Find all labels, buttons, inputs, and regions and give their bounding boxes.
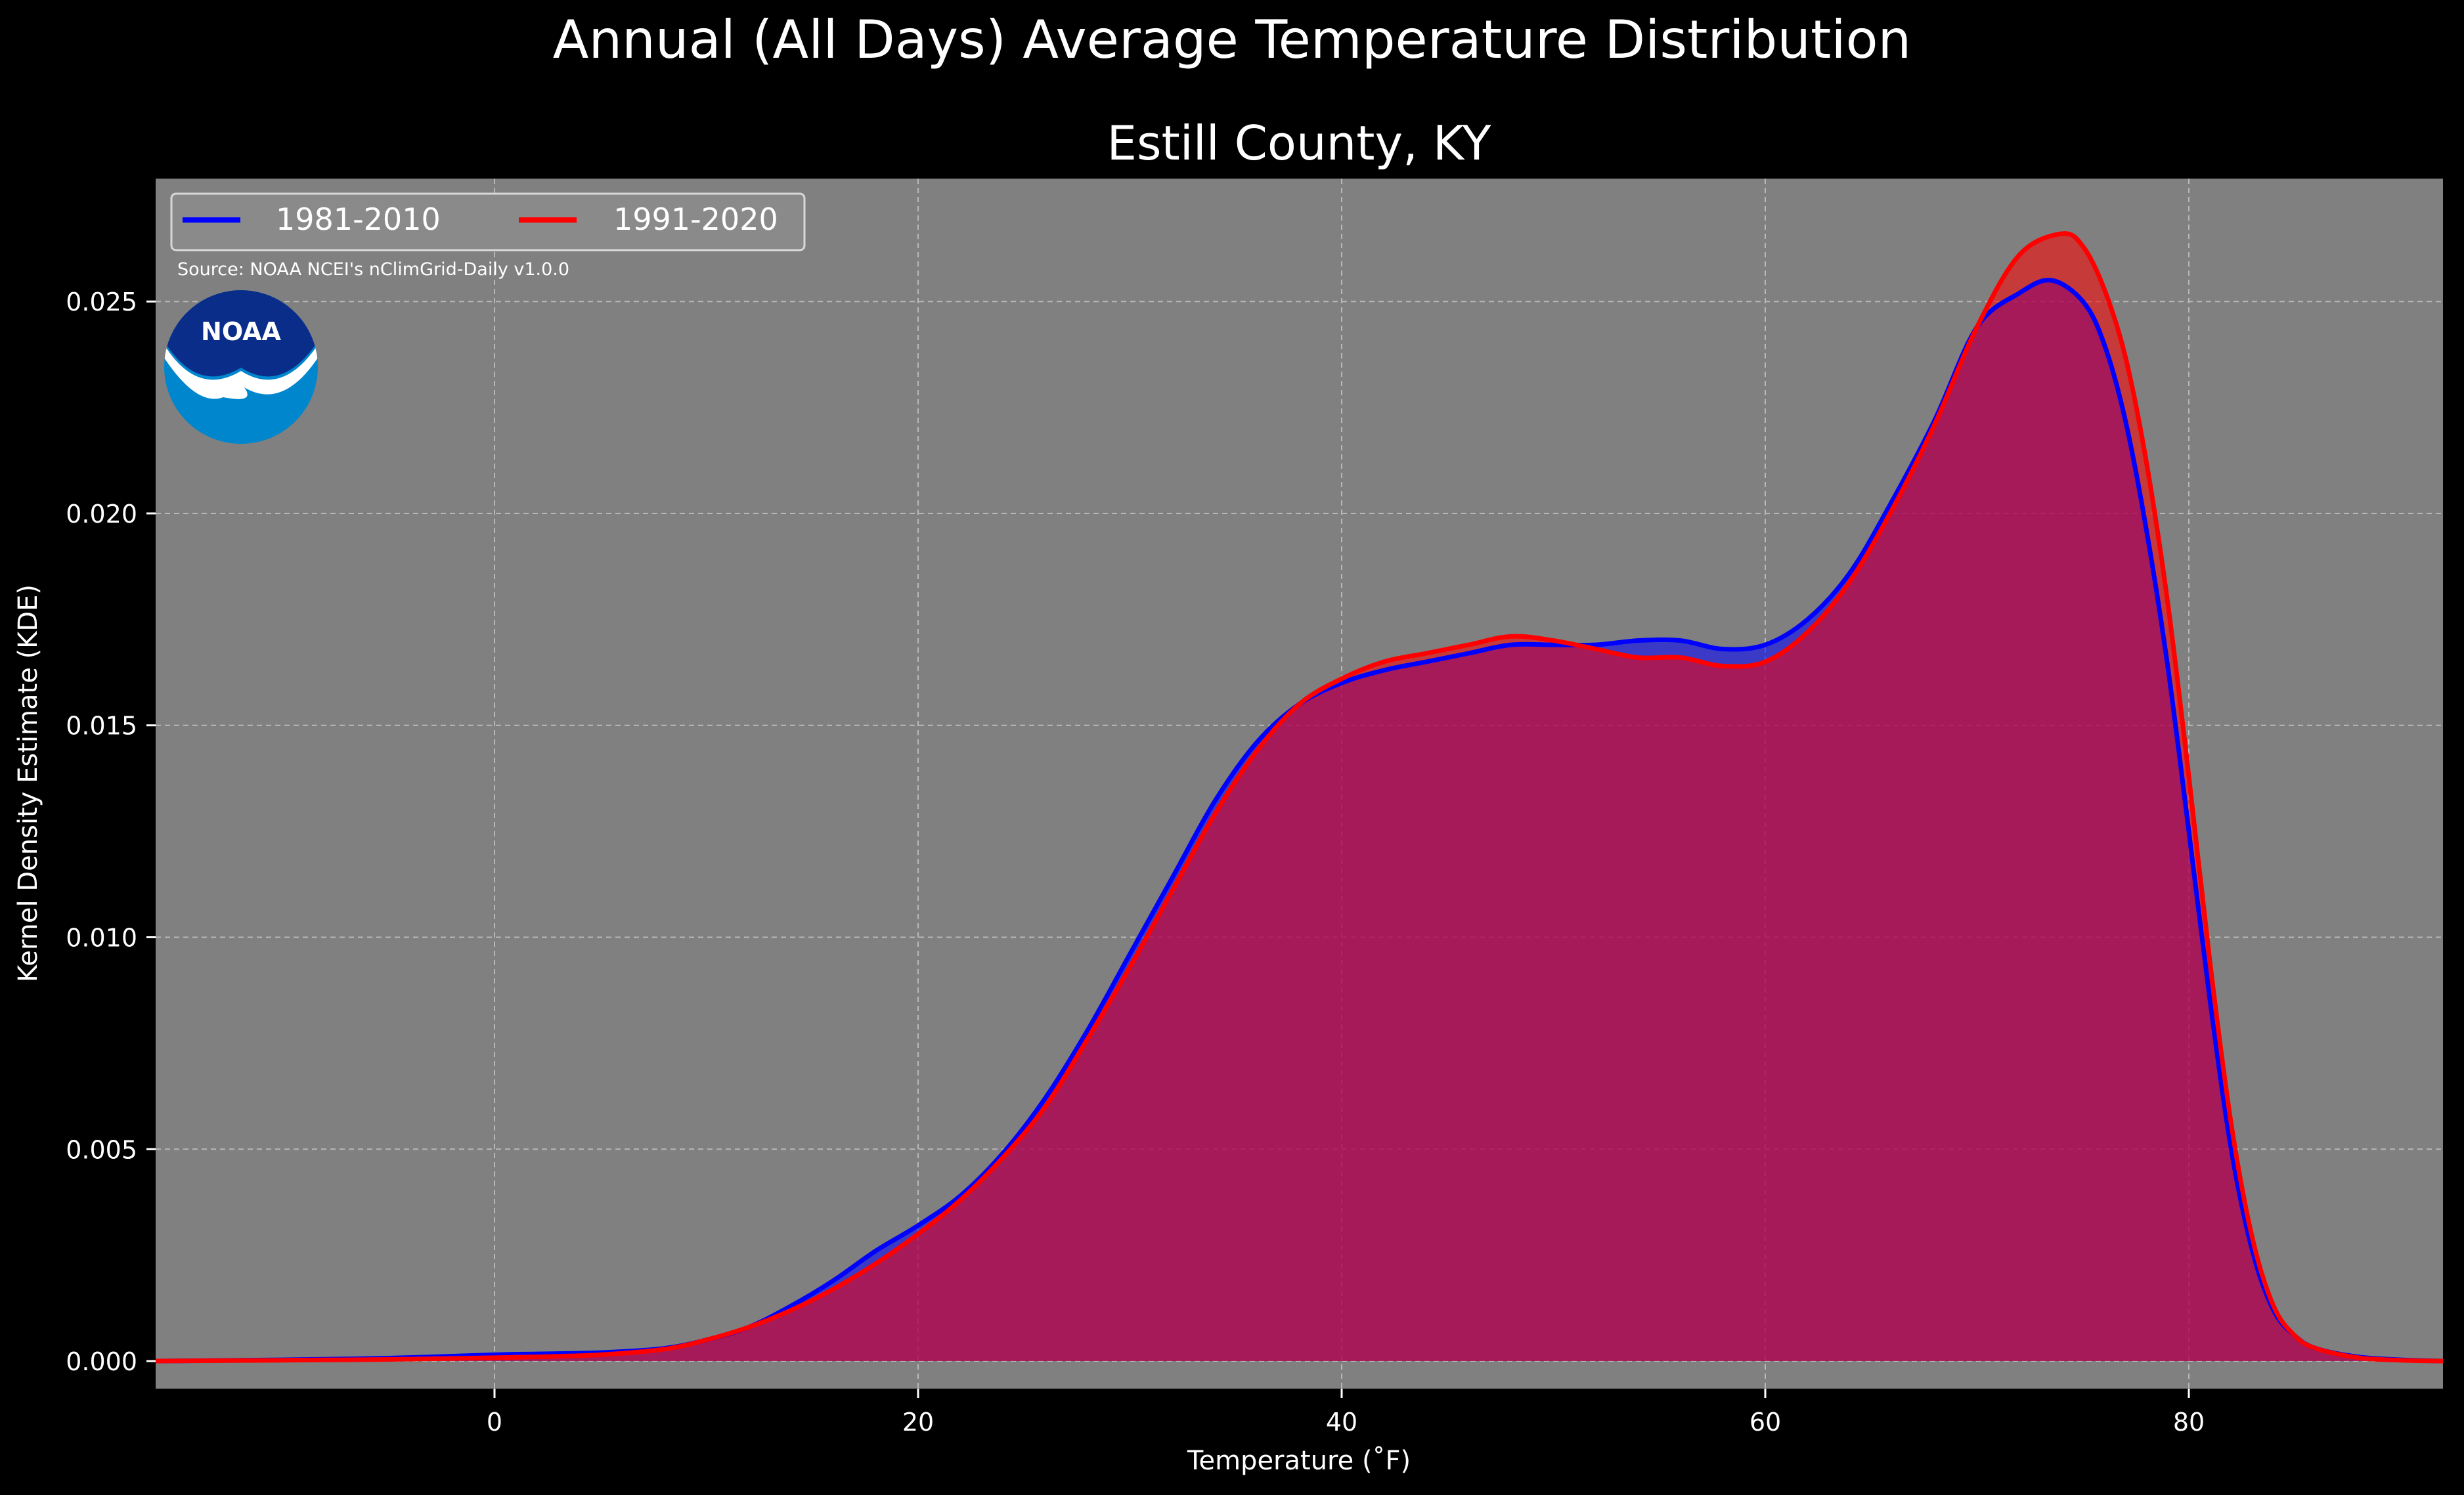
legend: 1981-2010 1991-2020 xyxy=(170,192,806,251)
x-axis-label: Temperature (˚F) xyxy=(1187,1446,1411,1476)
legend-box xyxy=(170,192,806,251)
x-tick-label: 40 xyxy=(1326,1408,1357,1437)
y-tick-label: 0.000 xyxy=(66,1347,137,1376)
x-axis-ticks: 0 20 40 60 80 xyxy=(487,1389,2205,1437)
y-tick-label: 0.010 xyxy=(66,924,137,953)
noaa-logo: NOAA xyxy=(164,290,318,444)
axes: 0 20 40 60 80 0.000 0.005 0.010 0.015 0.020 0.025… xyxy=(13,288,2205,1476)
x-tick-label: 80 xyxy=(2173,1408,2205,1437)
x-tick-label: 60 xyxy=(1749,1408,1781,1437)
x-tick-label: 20 xyxy=(902,1408,934,1437)
density-fill-1991-2020 xyxy=(156,233,2443,1362)
source-note: Source: NOAA NCEI's nClimGrid-Daily v1.0… xyxy=(177,259,569,280)
legend-label-1991-2020: 1991-2020 xyxy=(613,202,778,237)
y-axis-ticks: 0.000 0.005 0.010 0.015 0.020 0.025 xyxy=(66,288,156,1376)
y-tick-label: 0.020 xyxy=(66,500,137,529)
chart-suptitle: Annual (All Days) Average Temperature Di… xyxy=(553,9,1911,70)
density-line-1991-2020 xyxy=(155,231,2444,1364)
plot-area xyxy=(155,179,2444,1389)
y-tick-label: 0.005 xyxy=(66,1135,137,1164)
density-lines xyxy=(155,231,2444,1364)
y-tick-label: 0.015 xyxy=(66,712,137,741)
chart-title: Estill County, KY xyxy=(1107,116,1492,171)
y-axis-label: Kernel Density Estimate (KDE) xyxy=(13,584,43,982)
noaa-logo-text: NOAA xyxy=(201,317,281,346)
x-tick-label: 0 xyxy=(487,1408,502,1437)
y-tick-label: 0.025 xyxy=(66,288,137,316)
legend-label-1981-2010: 1981-2010 xyxy=(276,202,441,237)
